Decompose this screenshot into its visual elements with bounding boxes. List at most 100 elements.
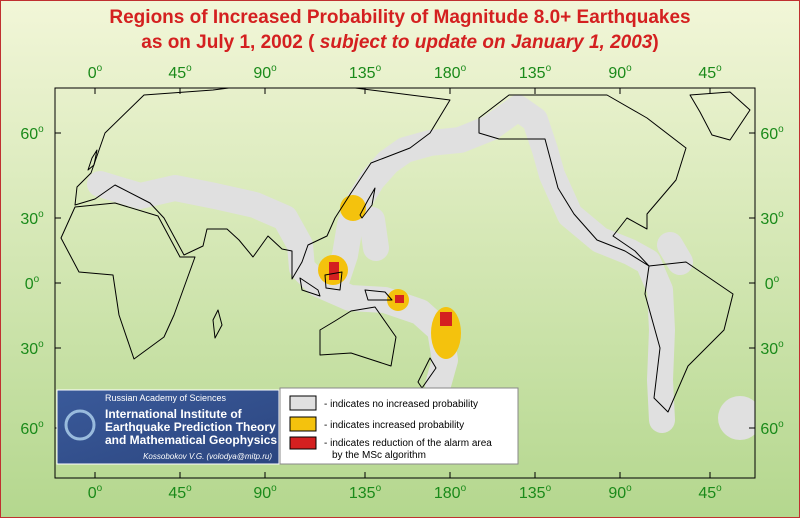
degree-value: 180: [434, 65, 461, 82]
britain: [87, 149, 98, 171]
zone-scotia: [718, 396, 755, 440]
legend-label: - indicates no increased probability: [324, 399, 478, 410]
degree-value: 0: [25, 276, 34, 293]
degree-mark: o: [186, 483, 192, 494]
coordinate-label: 30o: [20, 209, 44, 228]
degree-mark: o: [271, 483, 277, 494]
legend: - indicates no increased probability - i…: [279, 387, 519, 465]
coordinate-label: 90o: [253, 483, 277, 502]
institute-name: Earthquake Prediction Theory: [105, 420, 276, 434]
zone-caribbean: [657, 232, 693, 275]
africa: [60, 202, 196, 360]
degree-value: 90: [253, 485, 271, 502]
degree-value: 135: [519, 485, 546, 502]
degree-mark: o: [774, 274, 780, 285]
coordinate-label: 60o: [760, 419, 784, 438]
degree-value: 60: [760, 126, 778, 143]
coordinate-label: 30o: [760, 339, 784, 358]
coordinate-label: 60o: [20, 124, 44, 143]
degree-value: 30: [760, 211, 778, 228]
degree-mark: o: [38, 339, 44, 350]
coordinate-label: 45o: [168, 483, 192, 502]
coordinate-label: 60o: [760, 124, 784, 143]
degree-value: 45: [698, 65, 716, 82]
coordinate-label: 60o: [20, 419, 44, 438]
degree-value: 0: [765, 276, 774, 293]
coordinate-label: 135o: [349, 63, 382, 82]
coordinate-label: 30o: [760, 209, 784, 228]
coordinate-label: 90o: [608, 63, 632, 82]
degree-value: 90: [608, 485, 626, 502]
coordinate-label: 135o: [349, 483, 382, 502]
title-italic: subject to update on January 1, 2003: [320, 32, 653, 53]
degree-mark: o: [778, 124, 784, 135]
graticule-labels: 0o0o45o45o90o90o135o135o180o180o135o135o…: [20, 63, 784, 502]
coordinate-label: 180o: [434, 63, 467, 82]
alarm-tonga: [431, 307, 461, 359]
title-line-1: Regions of Increased Probability of Magn…: [109, 7, 690, 28]
degree-value: 30: [760, 341, 778, 358]
degree-mark: o: [38, 124, 44, 135]
degree-value: 60: [760, 421, 778, 438]
degree-value: 45: [168, 485, 186, 502]
degree-mark: o: [546, 63, 552, 74]
coordinate-label: 90o: [253, 63, 277, 82]
degree-mark: o: [38, 419, 44, 430]
degree-value: 45: [698, 485, 716, 502]
degree-value: 45: [168, 65, 186, 82]
borneo: [324, 271, 343, 291]
legend-swatch-red: [289, 436, 317, 450]
coordinate-label: 135o: [519, 483, 552, 502]
zone-marianas: [359, 207, 389, 261]
greenland: [689, 91, 751, 141]
degree-value: 60: [20, 126, 38, 143]
degree-mark: o: [38, 209, 44, 220]
south-america: [644, 261, 734, 413]
degree-mark: o: [626, 483, 632, 494]
degree-value: 60: [20, 421, 38, 438]
legend-swatch-yellow: [289, 416, 317, 432]
north-america: [478, 94, 687, 267]
coordinate-label: 135o: [519, 63, 552, 82]
degree-mark: o: [626, 63, 632, 74]
degree-mark: o: [778, 419, 784, 430]
coordinate-label: 45o: [168, 63, 192, 82]
degree-value: 135: [519, 65, 546, 82]
alarm-japan: [340, 195, 366, 221]
degree-value: 135: [349, 485, 376, 502]
coordinate-label: 0o: [88, 63, 103, 82]
coordinate-label: 90o: [608, 483, 632, 502]
degree-mark: o: [271, 63, 277, 74]
madagascar: [212, 309, 223, 339]
degree-mark: o: [778, 209, 784, 220]
degree-value: 0: [88, 485, 97, 502]
degree-mark: o: [97, 63, 103, 74]
coordinate-label: 45o: [698, 483, 722, 502]
degree-value: 135: [349, 65, 376, 82]
degree-mark: o: [376, 63, 382, 74]
degree-mark: o: [461, 63, 467, 74]
institute-name: International Institute of: [105, 407, 243, 421]
academy: Russian Academy of Sciences: [105, 393, 227, 403]
institute-box: Russian Academy of Sciences Internationa…: [56, 389, 280, 465]
degree-mark: o: [716, 63, 722, 74]
legend-label: - indicates reduction of the alarm area: [324, 438, 492, 449]
coordinate-label: 0o: [88, 483, 103, 502]
reduced-philippines: [329, 262, 339, 280]
australia: [319, 306, 397, 367]
degree-mark: o: [34, 274, 40, 285]
reduced-solomon: [395, 295, 404, 303]
title-prefix: as on July 1, 2002 (: [141, 32, 319, 53]
degree-value: 0: [88, 65, 97, 82]
coordinate-label: 45o: [698, 63, 722, 82]
legend-label: by the MSc algorithm: [332, 450, 426, 461]
institute-logo: [64, 409, 96, 441]
title-suffix: ): [652, 32, 658, 53]
degree-mark: o: [778, 339, 784, 350]
degree-mark: o: [546, 483, 552, 494]
degree-mark: o: [186, 63, 192, 74]
coordinate-label: 0o: [765, 274, 780, 293]
japan: [359, 187, 376, 219]
degree-mark: o: [376, 483, 382, 494]
